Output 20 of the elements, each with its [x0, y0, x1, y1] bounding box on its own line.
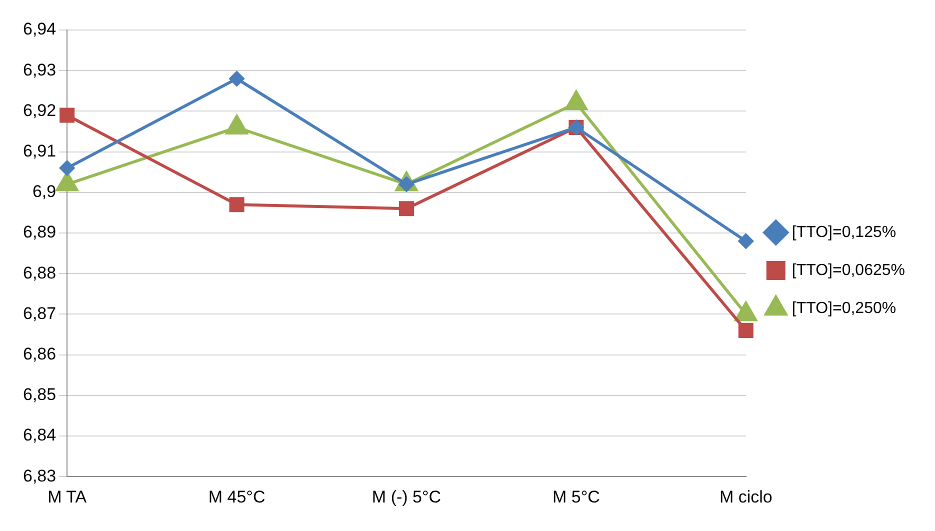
x-tick-label: M 5°C	[552, 487, 600, 506]
y-tick-label: 6,89	[22, 222, 56, 242]
x-tick-label: M ciclo	[719, 487, 772, 506]
legend-label: [TTO]=0,250%	[792, 300, 896, 317]
y-tick-label: 6,91	[22, 141, 56, 160]
y-tick-label: 6,94	[22, 20, 56, 39]
y-tick-label: 6,88	[22, 263, 56, 282]
y-tick-label: 6,92	[22, 100, 56, 120]
legend-label: [TTO]=0,0625%	[792, 262, 906, 279]
legend-label: [TTO]=0,125%	[792, 224, 896, 241]
x-tick-label: M TA	[48, 487, 88, 506]
y-tick-label: 6,93	[22, 60, 56, 80]
y-tick-label: 6,84	[22, 426, 56, 445]
y-tick-label: 6,85	[22, 385, 56, 404]
x-tick-label: M (-) 5°C	[372, 487, 442, 506]
y-tick-label: 6,86	[22, 344, 56, 364]
y-tick-label: 6,87	[22, 304, 56, 323]
y-tick-label: 6,83	[22, 466, 56, 486]
y-tick-label: 6,9	[32, 182, 56, 202]
x-tick-label: M 45°C	[208, 487, 266, 506]
